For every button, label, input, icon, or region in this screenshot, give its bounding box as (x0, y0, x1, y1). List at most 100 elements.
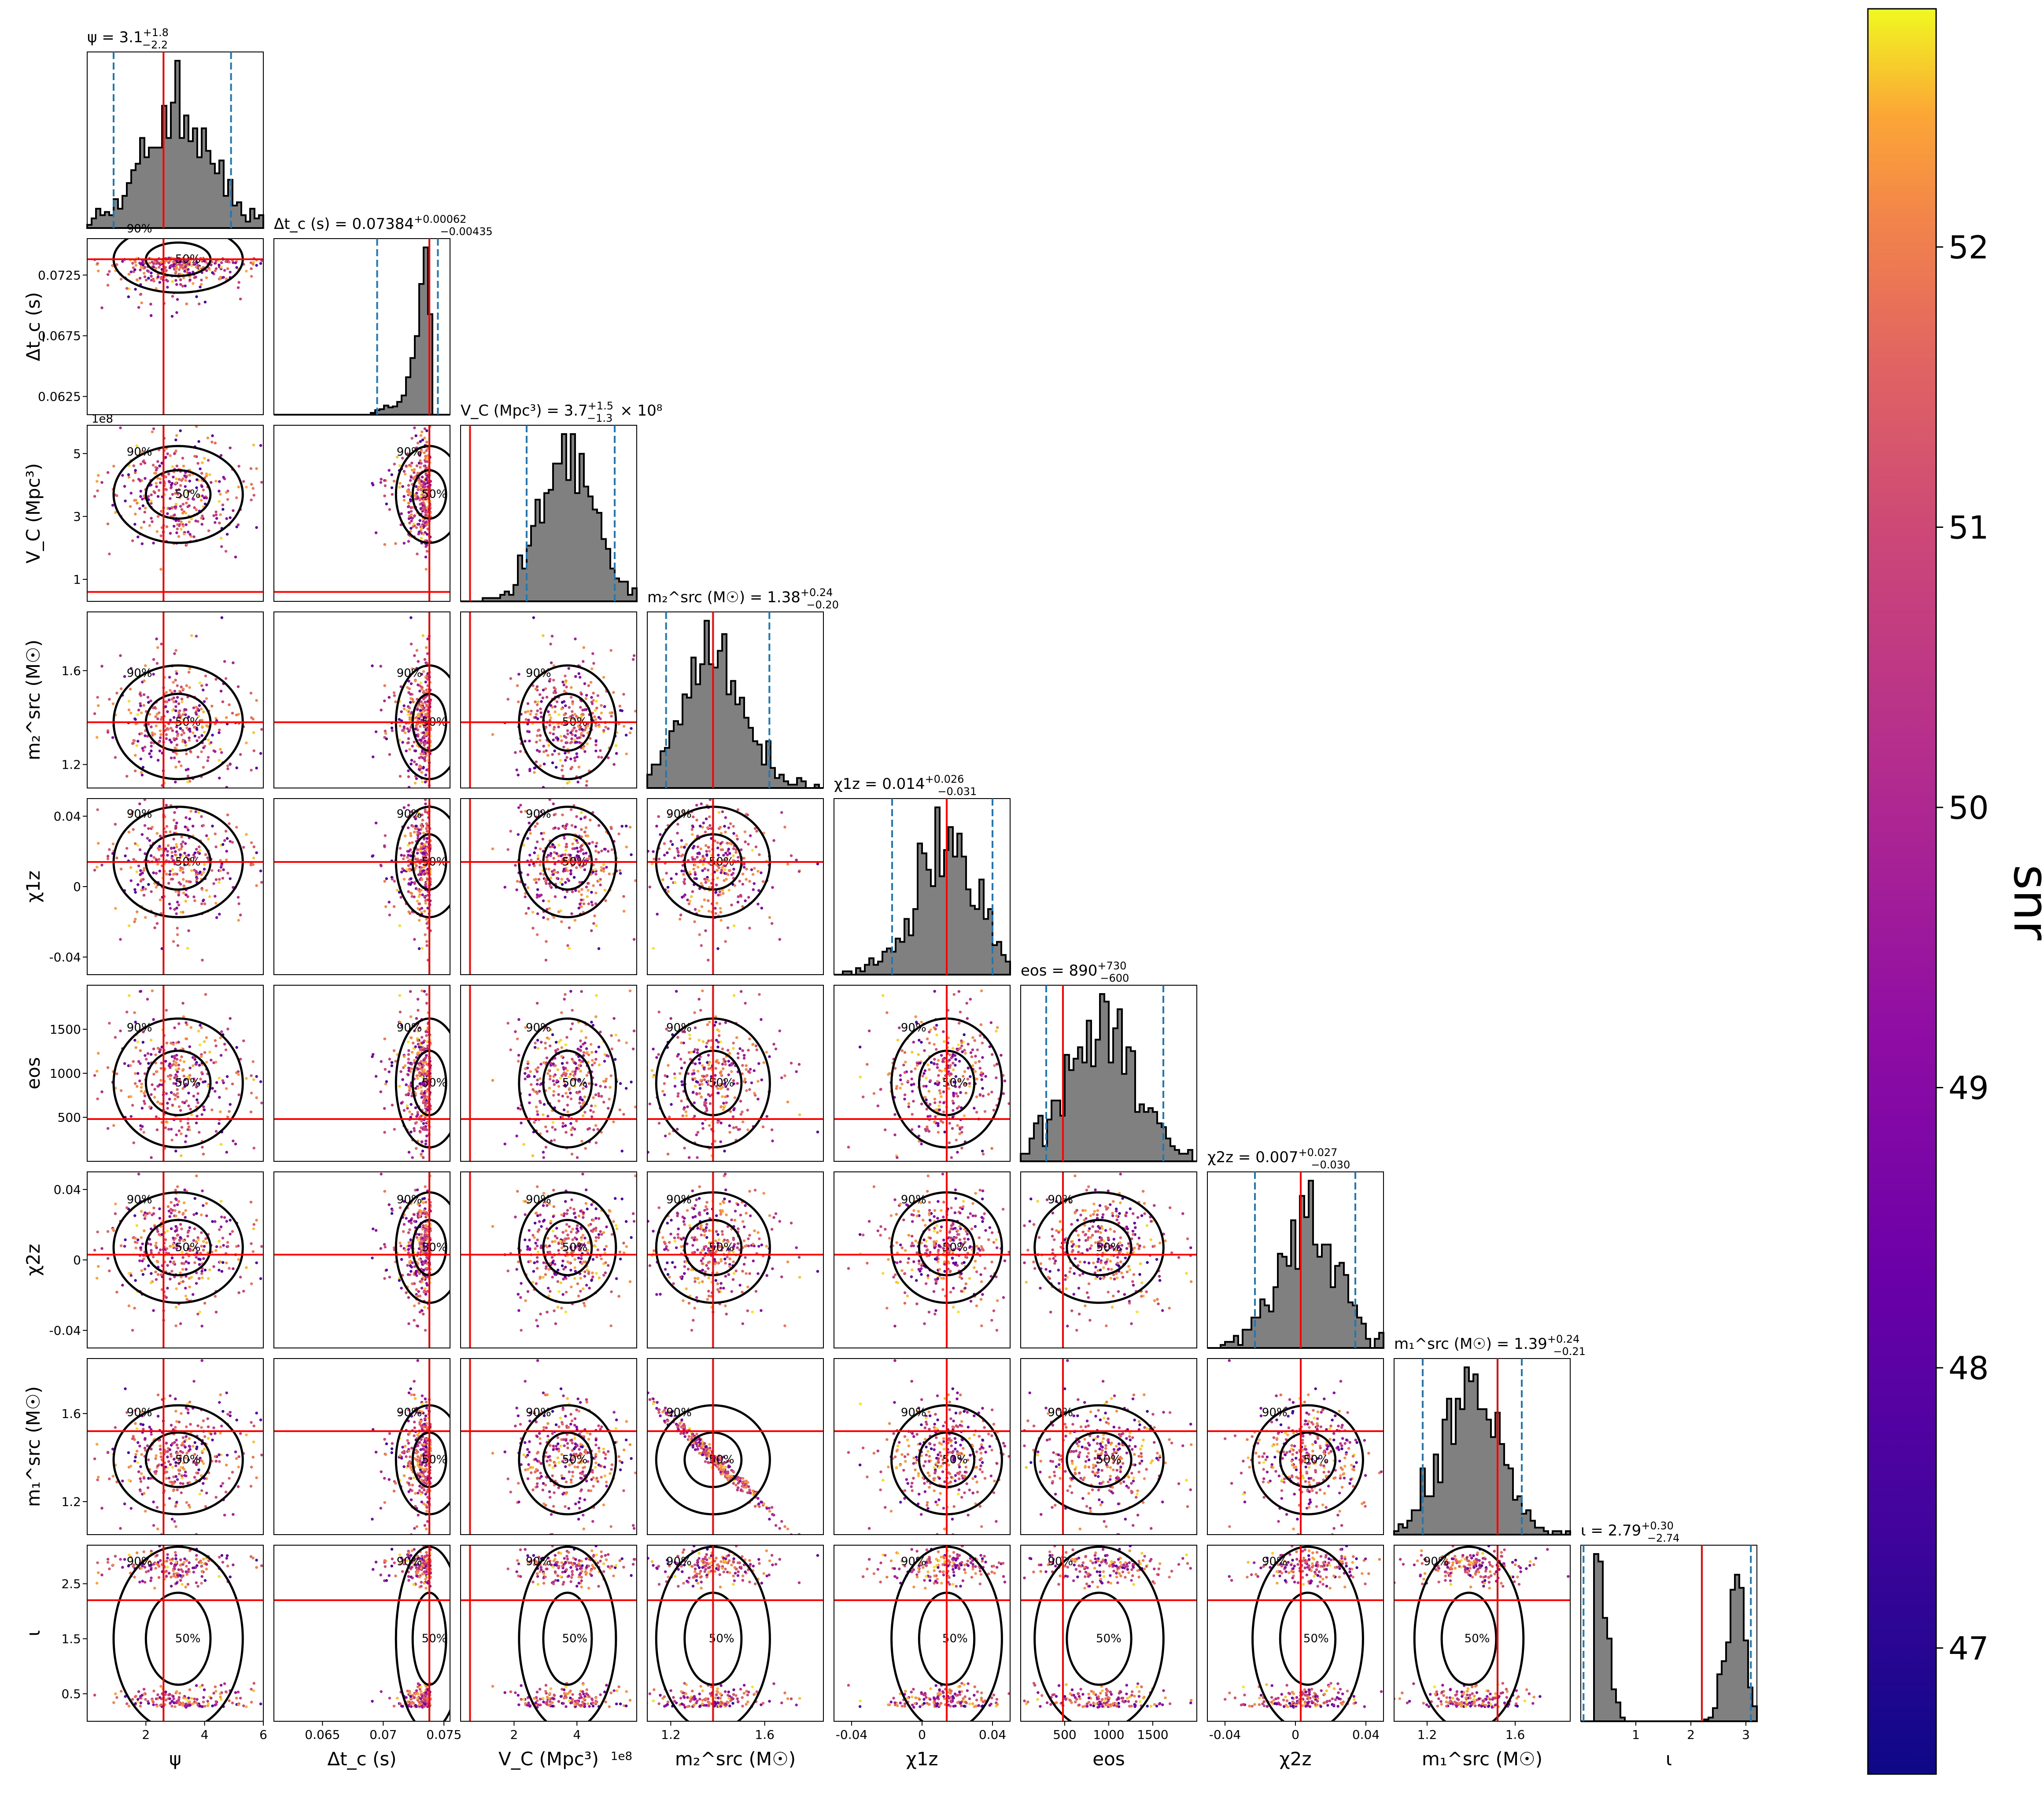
scatter-point (595, 700, 598, 703)
scatter-point (141, 1172, 144, 1175)
scatter-point (423, 865, 426, 869)
scatter-point (664, 1134, 667, 1138)
scatter-point (200, 278, 203, 282)
scatter-point (691, 858, 694, 861)
scatter-point (644, 747, 647, 750)
scatter-point (514, 751, 517, 754)
scatter-point (147, 276, 150, 280)
scatter-point (425, 1034, 428, 1037)
scatter-point (590, 1104, 593, 1108)
scatter-point (155, 287, 158, 290)
scatter-point (214, 510, 218, 513)
scatter-point (425, 533, 429, 536)
scatter-point (644, 1047, 646, 1049)
scatter-point (410, 616, 413, 619)
points-dtc-chi1z (371, 799, 432, 962)
scatter-point (721, 866, 724, 869)
scatter-point (535, 685, 539, 688)
scatter-point (565, 685, 568, 689)
scatter-point (193, 899, 196, 902)
scatter-point (156, 1046, 160, 1050)
scatter-point (137, 306, 140, 309)
scatter-point (100, 306, 103, 309)
scatter-point (659, 833, 662, 836)
scatter-point (574, 1062, 577, 1065)
scatter-point (200, 485, 203, 488)
scatter-point (106, 522, 110, 526)
scatter-point (572, 718, 575, 721)
scatter-point (424, 802, 427, 806)
scatter-point (415, 1056, 418, 1059)
scatter-point (695, 877, 698, 880)
scatter-point (106, 471, 110, 474)
scatter-point (421, 1041, 424, 1045)
scatter-point (786, 862, 790, 866)
scatter-point (668, 847, 671, 851)
scatter-point (157, 489, 161, 492)
scatter-point (169, 907, 172, 910)
scatter-point (202, 746, 205, 749)
scatter-point (584, 826, 588, 829)
scatter-point (696, 1130, 700, 1134)
scatter-point (557, 843, 561, 847)
scatter-point (719, 842, 722, 845)
scatter-point (196, 462, 199, 465)
scatter-point (149, 854, 153, 857)
scatter-point (235, 793, 238, 795)
scatter-point (590, 903, 594, 906)
scatter-point (252, 749, 256, 752)
scatter-point (133, 268, 137, 271)
scatter-point (214, 895, 217, 898)
scatter-point (594, 902, 598, 906)
scatter-point (114, 511, 117, 514)
scatter-point (535, 734, 539, 737)
scatter-point (574, 1078, 577, 1081)
scatter-point (741, 883, 745, 886)
scatter-point (682, 873, 685, 876)
scatter-point (139, 869, 142, 872)
scatter-point (608, 872, 611, 876)
scatter-point (218, 878, 221, 881)
scatter-point (128, 924, 131, 928)
scatter-point (539, 1077, 542, 1080)
scatter-point (170, 1055, 174, 1058)
scatter-point (184, 825, 187, 829)
scatter-point (526, 886, 530, 889)
scatter-point (760, 1018, 763, 1021)
scatter-point (226, 1027, 229, 1031)
scatter-point (592, 699, 595, 702)
scatter-point (401, 867, 404, 870)
scatter-point (157, 858, 161, 861)
scatter-point (584, 1147, 587, 1150)
scatter-point (180, 1154, 183, 1157)
scatter-point (425, 853, 428, 857)
scatter-point (612, 763, 616, 766)
scatter-point (187, 530, 190, 534)
scatter-point (413, 740, 416, 744)
scatter-point (214, 878, 218, 881)
scatter-point (566, 869, 569, 873)
scatter-point (200, 1113, 203, 1116)
scatter-point (174, 1149, 177, 1153)
scatter-point (176, 933, 179, 936)
scatter-point (245, 269, 248, 273)
scatter-point (545, 856, 549, 859)
scatter-point (424, 1030, 428, 1033)
scatter-point (186, 895, 189, 898)
scatter-point (527, 907, 530, 910)
scatter-point (595, 707, 598, 710)
contour-label-50: 50% (422, 1076, 447, 1090)
scatter-point (192, 282, 195, 285)
scatter-point (694, 863, 697, 867)
scatter-point (418, 1116, 421, 1119)
scatter-point (575, 752, 578, 755)
scatter-point (526, 710, 530, 713)
scatter-point (426, 652, 429, 655)
scatter-point (174, 502, 178, 506)
scatter-point (681, 864, 684, 867)
scatter-point (526, 873, 530, 876)
scatter-point (533, 1121, 536, 1124)
scatter-point (586, 834, 590, 838)
scatter-point (557, 752, 561, 755)
scatter-point (142, 894, 146, 897)
